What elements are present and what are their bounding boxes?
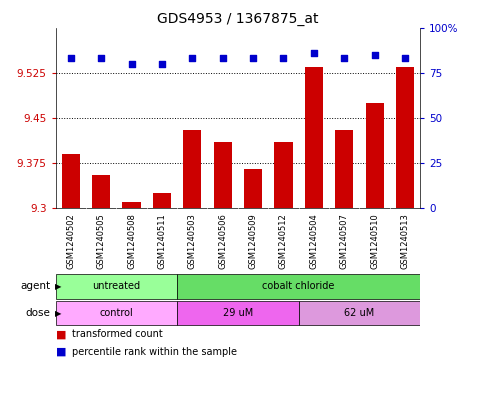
Text: control: control — [99, 308, 133, 318]
Text: GSM1240506: GSM1240506 — [218, 213, 227, 269]
Text: dose: dose — [26, 308, 51, 318]
Bar — [335, 130, 354, 208]
Bar — [153, 193, 171, 208]
Bar — [177, 274, 420, 299]
Bar — [244, 169, 262, 208]
Text: GSM1240503: GSM1240503 — [188, 213, 197, 269]
Point — [97, 55, 105, 61]
Bar — [56, 274, 177, 299]
Bar — [396, 67, 414, 208]
Text: ▶: ▶ — [55, 282, 61, 291]
Text: untreated: untreated — [92, 281, 141, 292]
Bar — [122, 202, 141, 208]
Point — [249, 55, 257, 61]
Bar — [305, 67, 323, 208]
Point — [158, 61, 166, 67]
Text: GSM1240512: GSM1240512 — [279, 213, 288, 269]
Text: ■: ■ — [56, 329, 70, 340]
Point — [310, 50, 318, 56]
Text: cobalt chloride: cobalt chloride — [262, 281, 335, 292]
Bar — [56, 301, 177, 325]
Bar — [366, 103, 384, 208]
Text: agent: agent — [21, 281, 51, 292]
Bar — [298, 301, 420, 325]
Text: 62 uM: 62 uM — [344, 308, 374, 318]
Point — [371, 51, 379, 58]
Point — [219, 55, 227, 61]
Bar — [62, 154, 80, 208]
Title: GDS4953 / 1367875_at: GDS4953 / 1367875_at — [157, 13, 319, 26]
Text: GSM1240511: GSM1240511 — [157, 213, 167, 269]
Text: ■: ■ — [56, 347, 70, 357]
Text: GSM1240504: GSM1240504 — [309, 213, 318, 269]
Text: GSM1240510: GSM1240510 — [370, 213, 379, 269]
Bar — [177, 301, 298, 325]
Text: GSM1240505: GSM1240505 — [97, 213, 106, 269]
Text: percentile rank within the sample: percentile rank within the sample — [72, 347, 238, 357]
Text: ▶: ▶ — [55, 309, 61, 318]
Point — [401, 55, 409, 61]
Text: GSM1240508: GSM1240508 — [127, 213, 136, 269]
Text: GSM1240507: GSM1240507 — [340, 213, 349, 269]
Text: GSM1240509: GSM1240509 — [249, 213, 257, 269]
Bar — [213, 142, 232, 208]
Text: GSM1240502: GSM1240502 — [66, 213, 75, 269]
Text: 29 uM: 29 uM — [223, 308, 253, 318]
Point — [280, 55, 287, 61]
Bar — [183, 130, 201, 208]
Point — [128, 61, 135, 67]
Point — [67, 55, 74, 61]
Point — [341, 55, 348, 61]
Text: GSM1240513: GSM1240513 — [400, 213, 410, 269]
Text: transformed count: transformed count — [72, 329, 163, 340]
Bar — [92, 175, 110, 208]
Bar — [274, 142, 293, 208]
Point — [188, 55, 196, 61]
